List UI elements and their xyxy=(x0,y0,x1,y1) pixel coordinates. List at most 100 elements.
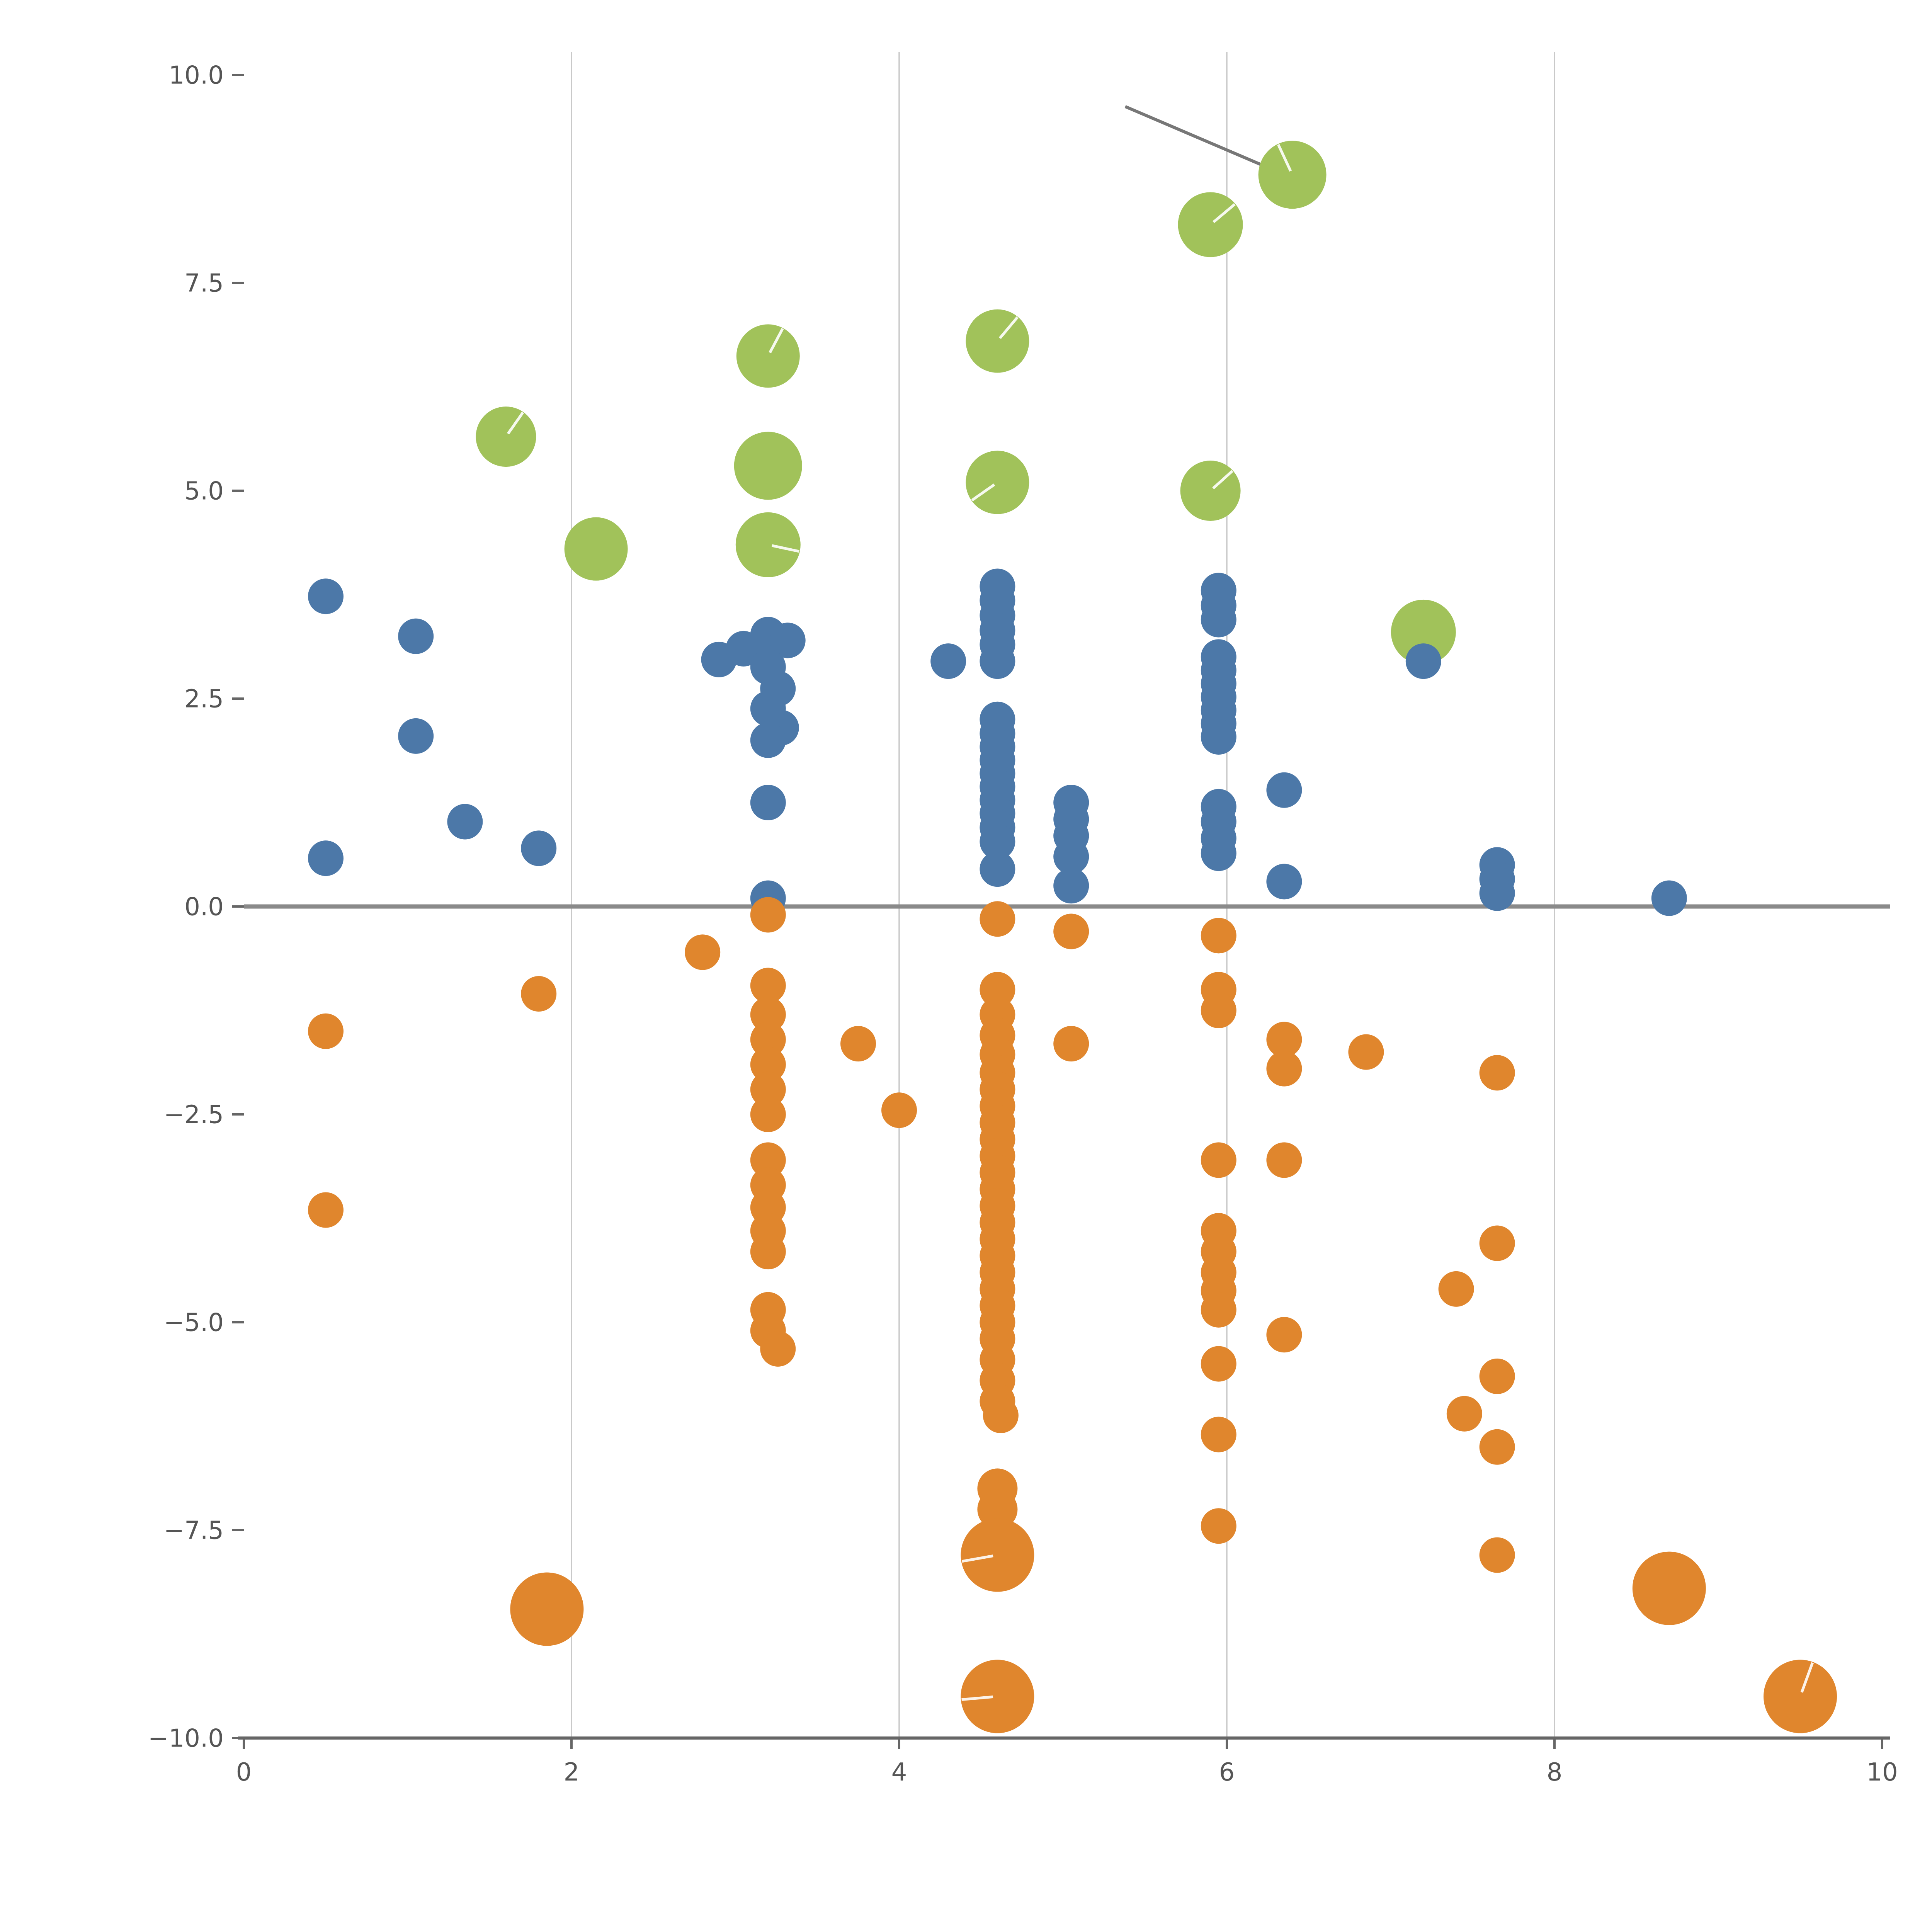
point-blue xyxy=(980,851,1015,887)
point-green xyxy=(1178,192,1243,257)
point-slash-orange xyxy=(961,1695,993,1701)
point-green xyxy=(736,324,800,388)
point-orange xyxy=(1479,1358,1515,1394)
point-orange xyxy=(1266,1022,1302,1058)
point-orange xyxy=(750,897,786,933)
point-orange xyxy=(521,976,557,1012)
point-orange xyxy=(750,997,786,1032)
point-blue xyxy=(1405,643,1441,679)
point-slash-orange xyxy=(962,1554,993,1563)
point-orange xyxy=(1266,1317,1302,1353)
point-orange xyxy=(1348,1034,1384,1070)
point-blue xyxy=(521,830,557,866)
point-orange xyxy=(1201,1142,1236,1178)
point-orange xyxy=(1479,1225,1515,1261)
point-orange xyxy=(1201,1508,1236,1544)
point-blue xyxy=(398,718,434,754)
y-tick-label: 7.5 xyxy=(184,269,224,298)
point-orange xyxy=(1446,1396,1482,1432)
point-blue xyxy=(750,785,786,820)
point-blue xyxy=(1053,838,1089,874)
point-blue xyxy=(398,618,434,654)
point-orange xyxy=(1438,1271,1474,1307)
point-slash-green xyxy=(1213,203,1236,223)
point-green xyxy=(1180,461,1241,521)
point-orange xyxy=(1053,913,1089,949)
x-tick-label: 0 xyxy=(236,1758,252,1787)
point-orange xyxy=(977,1489,1018,1530)
point-blue xyxy=(750,722,786,758)
point-slash-green xyxy=(971,483,995,502)
point-orange xyxy=(980,901,1015,937)
point-slash-green xyxy=(771,544,800,553)
point-orange xyxy=(1201,918,1236,954)
point-blue xyxy=(930,643,966,679)
point-orange xyxy=(1201,993,1236,1028)
point-orange xyxy=(1266,1051,1302,1087)
point-orange xyxy=(1201,1292,1236,1328)
point-orange xyxy=(750,1071,786,1107)
point-orange xyxy=(1266,1142,1302,1178)
point-orange xyxy=(750,1046,786,1082)
point-blue xyxy=(1266,772,1302,808)
y-tick-label: −7.5 xyxy=(164,1516,224,1545)
y-tick-label: 0.0 xyxy=(184,893,224,921)
point-blue xyxy=(1053,868,1089,904)
y-tick-label: −10.0 xyxy=(148,1724,224,1753)
y-tick-label: −5.0 xyxy=(164,1308,224,1337)
point-orange xyxy=(980,972,1015,1008)
point-green xyxy=(966,309,1029,373)
point-slash-green xyxy=(507,412,524,435)
point-orange xyxy=(961,1518,1034,1592)
point-green xyxy=(1258,141,1327,209)
point-orange xyxy=(840,1026,876,1062)
point-orange xyxy=(750,1142,786,1178)
point-orange xyxy=(1201,1346,1236,1382)
point-orange xyxy=(1479,1537,1515,1573)
point-blue xyxy=(1479,875,1515,911)
point-orange xyxy=(750,1022,786,1058)
x-tick-label: 6 xyxy=(1219,1758,1235,1787)
y-tick-label: −2.5 xyxy=(164,1100,224,1129)
point-orange xyxy=(1632,1551,1706,1625)
point-orange xyxy=(881,1092,917,1128)
point-green xyxy=(966,451,1029,514)
point-blue xyxy=(308,578,344,614)
point-orange xyxy=(961,1660,1034,1733)
x-tick-label: 10 xyxy=(1866,1758,1898,1787)
point-orange xyxy=(1201,1417,1236,1452)
point-orange xyxy=(1479,1429,1515,1465)
point-orange xyxy=(510,1572,584,1646)
y-tick-label: 10.0 xyxy=(169,61,224,90)
point-blue xyxy=(1201,835,1236,871)
point-orange xyxy=(1053,1026,1089,1062)
point-orange xyxy=(1764,1660,1837,1733)
point-orange xyxy=(308,1013,344,1049)
point-green xyxy=(476,406,536,467)
point-slash-orange xyxy=(1800,1662,1814,1693)
y-tick-label: 5.0 xyxy=(184,477,224,505)
point-blue xyxy=(1201,719,1236,755)
point-slash-green xyxy=(1277,144,1292,172)
point-orange xyxy=(750,968,786,1003)
point-blue xyxy=(1266,864,1302,900)
point-orange xyxy=(308,1192,344,1228)
point-slash-green xyxy=(999,316,1019,339)
point-orange xyxy=(750,1097,786,1132)
point-green xyxy=(734,432,802,500)
point-green xyxy=(564,517,628,581)
point-slash-green xyxy=(1212,470,1233,490)
point-blue xyxy=(980,824,1015,860)
y-tick-label: 2.5 xyxy=(184,685,224,713)
point-orange xyxy=(983,1398,1019,1434)
x-tick-label: 4 xyxy=(891,1758,907,1787)
point-slash-green xyxy=(769,328,784,354)
point-orange xyxy=(1479,1055,1515,1091)
point-orange xyxy=(760,1331,796,1367)
point-green xyxy=(735,512,801,577)
point-blue xyxy=(980,643,1015,679)
annotation-line xyxy=(1124,105,1282,175)
point-blue xyxy=(770,622,806,658)
